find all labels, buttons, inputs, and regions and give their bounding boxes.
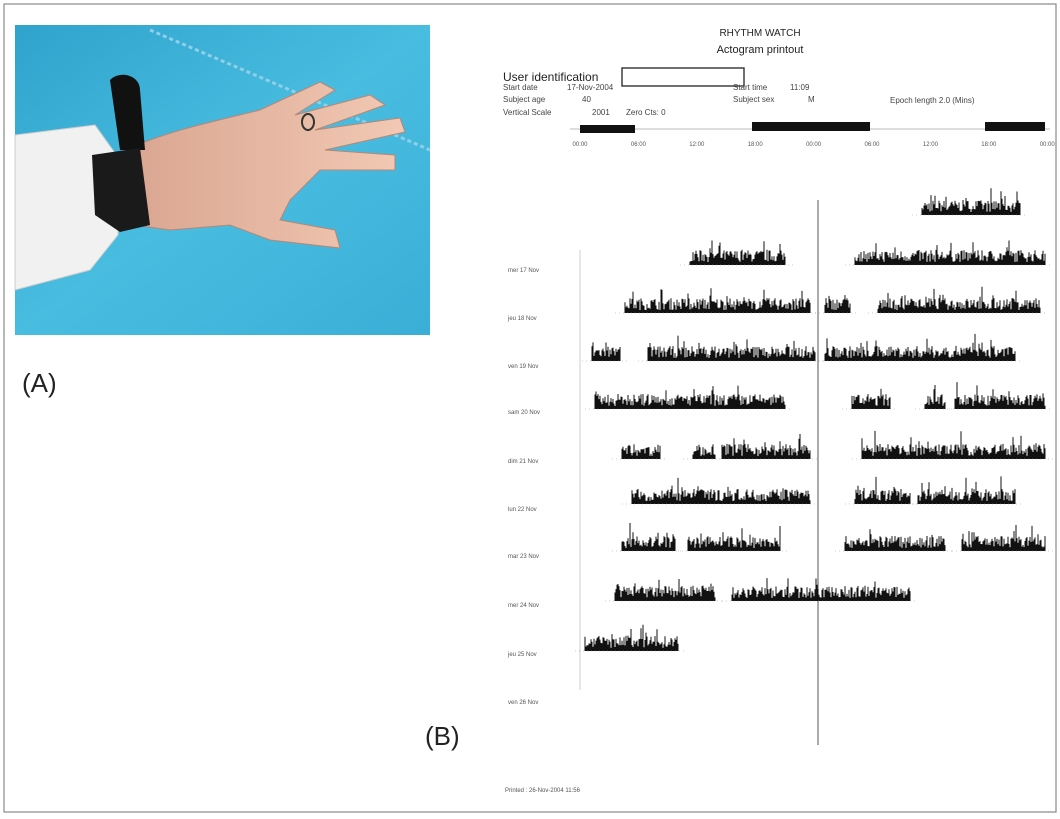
time-label: 06:00 [631, 142, 647, 148]
day-label: dim 21 Nov [508, 459, 538, 465]
user-id-box [621, 67, 745, 87]
activity-trace [731, 578, 911, 601]
activity-trace [591, 342, 621, 361]
field-value: 11:09 [790, 83, 810, 92]
field-label: Zero Cts: 0 [626, 108, 666, 117]
activity-trace [854, 476, 911, 504]
time-label: 18:00 [981, 142, 997, 148]
activity-trace [614, 579, 716, 601]
activity-trace [824, 333, 1016, 361]
time-label: 00:00 [806, 142, 822, 148]
activity-trace [877, 286, 1041, 313]
printout-subtitle: Actogram printout [717, 44, 804, 56]
activity-trace [924, 385, 946, 409]
activity-trace [961, 525, 1046, 551]
day-label: jeu 18 Nov [507, 316, 537, 322]
field-value: 2001 [592, 108, 610, 117]
activity-trace [917, 476, 1016, 504]
printed-date: Printed : 26-Nov-2004 11:56 [505, 788, 581, 794]
photo [14, 25, 431, 335]
dark-period [985, 122, 1045, 131]
activity-trace [689, 240, 786, 265]
day-label: ven 19 Nov [508, 364, 538, 370]
activity-trace [621, 523, 676, 551]
day-label: mer 24 Nov [508, 603, 539, 609]
activity-trace [844, 529, 946, 551]
activity-trace [631, 477, 811, 504]
activity-trace [851, 388, 891, 409]
day-label: jeu 25 Nov [507, 652, 537, 658]
time-label: 00:00 [1040, 142, 1056, 148]
time-label: 06:00 [864, 142, 880, 148]
activity-trace [824, 295, 851, 313]
time-label: 00:00 [572, 142, 588, 148]
activity-trace [692, 444, 716, 459]
activity-trace [621, 444, 661, 459]
field-label: Subject sex [733, 95, 774, 104]
time-label: 12:00 [923, 142, 939, 148]
user-id-label: User identification [503, 70, 598, 84]
dark-period [752, 122, 870, 131]
field-value: 40 [582, 95, 591, 104]
field-label: Vertical Scale [503, 108, 552, 117]
activity-trace [687, 526, 781, 551]
panel-label: (A) [22, 368, 57, 398]
activity-trace [921, 188, 1021, 215]
field-label: Subject age [503, 95, 546, 104]
day-label: sam 20 Nov [508, 410, 540, 416]
day-label: mar 23 Nov [508, 554, 539, 560]
dark-period [580, 125, 635, 133]
time-label: 12:00 [689, 142, 705, 148]
day-label: mer 17 Nov [508, 268, 539, 274]
time-label: 18:00 [748, 142, 764, 148]
field-value: 17-Nov-2004 [567, 83, 614, 92]
activity-trace [647, 335, 816, 361]
printout-title: RHYTHM WATCH [719, 28, 800, 39]
activity-trace [861, 430, 1046, 459]
field-label: Start time [733, 83, 768, 92]
activity-trace [594, 385, 786, 409]
field-value: M [808, 95, 815, 104]
activity-trace [954, 382, 1046, 409]
day-label: lun 22 Nov [508, 507, 537, 513]
activity-trace [624, 288, 811, 313]
activity-trace [854, 240, 1046, 265]
panel-label: (B) [425, 721, 460, 751]
day-label: ven 26 Nov [508, 700, 538, 706]
field-label: Start date [503, 83, 538, 92]
activity-trace [721, 434, 811, 459]
field-value: Epoch length 2.0 (Mins) [890, 96, 975, 105]
activity-trace [584, 624, 679, 651]
